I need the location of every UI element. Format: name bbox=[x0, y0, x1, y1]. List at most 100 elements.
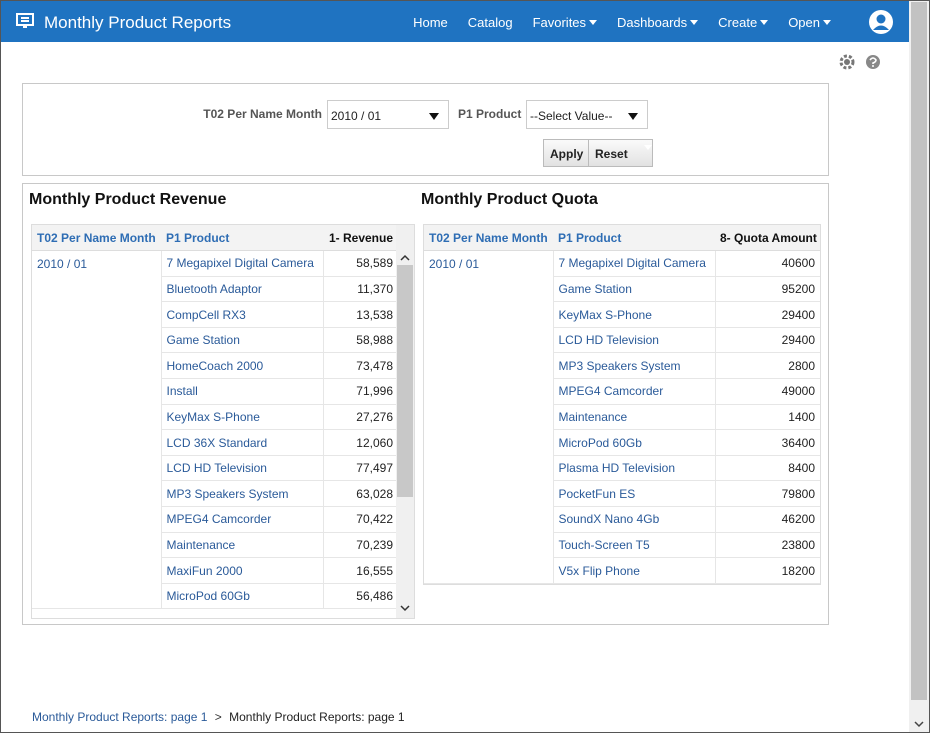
value-cell: 49000 bbox=[714, 378, 820, 405]
value-cell: 95200 bbox=[714, 276, 820, 303]
month-cell[interactable]: 2010 / 01 bbox=[424, 250, 553, 584]
month-cell[interactable]: 2010 / 01 bbox=[32, 250, 161, 610]
value-cell: 29400 bbox=[714, 301, 820, 328]
data-row: MicroPod 60Gb 56,486 bbox=[32, 583, 398, 610]
value-cell: 8400 bbox=[714, 455, 820, 482]
column-header[interactable]: P1 Product bbox=[553, 225, 715, 252]
header-row: T02 Per Name Month P1 Product 1- Revenue bbox=[32, 225, 398, 252]
product-cell[interactable]: V5x Flip Phone bbox=[552, 557, 715, 584]
product-cell[interactable]: MP3 Speakers System bbox=[160, 480, 323, 508]
product-cell[interactable]: Game Station bbox=[552, 276, 715, 303]
month-label: T02 Per Name Month bbox=[203, 107, 322, 121]
revenue-table: T02 Per Name Month P1 Product 1- Revenue 20… bbox=[32, 225, 398, 610]
value-cell: 36400 bbox=[714, 429, 820, 456]
breadcrumb-link[interactable]: Monthly Product Reports: page 1 bbox=[32, 710, 208, 724]
data-row: Install 71,996 bbox=[32, 378, 398, 405]
nav-item[interactable]: Dashboards bbox=[617, 15, 699, 30]
column-header[interactable]: 1- Revenue bbox=[323, 225, 398, 252]
data-row: Bluetooth Adaptor 11,370 bbox=[32, 276, 398, 303]
value-cell: 56,486 bbox=[322, 583, 398, 610]
page-tools[interactable] bbox=[838, 53, 882, 71]
reset-button[interactable]: Reset bbox=[588, 139, 653, 167]
data-row: MPEG4 Camcorder 70,422 bbox=[32, 506, 398, 533]
nav-item[interactable]: Open bbox=[788, 15, 831, 30]
nav-item[interactable]: Create bbox=[718, 15, 769, 30]
data-row: Touch-Screen T5 23800 bbox=[424, 532, 820, 559]
data-row: Maintenance 70,239 bbox=[32, 532, 398, 559]
product-cell[interactable]: Plasma HD Television bbox=[552, 455, 715, 482]
value-cell: 2800 bbox=[714, 352, 820, 380]
data-row: SoundX Nano 4Gb 46200 bbox=[424, 506, 820, 533]
product-cell[interactable]: MaxiFun 2000 bbox=[160, 557, 323, 584]
nav-item[interactable]: Home bbox=[413, 15, 448, 30]
value-cell: 1400 bbox=[714, 404, 820, 431]
data-row: Plasma HD Television 8400 bbox=[424, 455, 820, 482]
quota-table-view: T02 Per Name Month P1 Product 8- Quota Amo… bbox=[423, 224, 821, 585]
data-row: MPEG4 Camcorder 49000 bbox=[424, 378, 820, 405]
product-cell[interactable]: LCD HD Television bbox=[160, 455, 323, 482]
data-row: LCD HD Television 77,497 bbox=[32, 455, 398, 482]
data-row: MP3 Speakers System 2800 bbox=[424, 352, 820, 380]
product-cell[interactable]: MPEG4 Camcorder bbox=[552, 378, 715, 405]
value-cell: 23800 bbox=[714, 532, 820, 559]
data-row: LCD 36X Standard 12,060 bbox=[32, 429, 398, 456]
product-cell[interactable]: Game Station bbox=[160, 327, 323, 354]
product-cell[interactable]: SoundX Nano 4Gb bbox=[552, 506, 715, 533]
product-cell[interactable]: LCD HD Television bbox=[552, 327, 715, 354]
data-row: HomeCoach 2000 73,478 bbox=[32, 352, 398, 380]
product-cell[interactable]: CompCell RX3 bbox=[160, 301, 323, 328]
value-cell: 13,538 bbox=[322, 301, 398, 328]
product-cell[interactable]: MicroPod 60Gb bbox=[160, 583, 323, 610]
product-cell[interactable]: Touch-Screen T5 bbox=[552, 532, 715, 559]
product-cell[interactable]: Install bbox=[160, 378, 323, 405]
app-icon bbox=[16, 13, 34, 28]
column-header[interactable]: T02 Per Name Month bbox=[32, 225, 161, 252]
nav-item[interactable]: Catalog bbox=[467, 15, 513, 30]
page-scrollbar[interactable] bbox=[909, 1, 929, 732]
apply-button[interactable]: Apply bbox=[543, 139, 591, 167]
product-cell[interactable]: HomeCoach 2000 bbox=[160, 352, 323, 380]
product-select[interactable]: --Select Value-- bbox=[526, 100, 648, 129]
data-row: LCD HD Television 29400 bbox=[424, 327, 820, 354]
value-cell: 18200 bbox=[714, 557, 820, 584]
product-cell[interactable]: MP3 Speakers System bbox=[552, 352, 715, 380]
revenue-table-view: T02 Per Name Month P1 Product 1- Revenue 20… bbox=[31, 224, 415, 619]
value-cell: 40600 bbox=[714, 250, 820, 277]
data-row: KeyMax S-Phone 29400 bbox=[424, 301, 820, 328]
table-scrollbar[interactable] bbox=[396, 225, 414, 619]
nav-item[interactable]: Favorites bbox=[533, 15, 598, 30]
quota-title: Monthly Product Quota bbox=[421, 191, 598, 208]
value-cell: 58,988 bbox=[322, 327, 398, 354]
product-cell[interactable]: PocketFun ES bbox=[552, 480, 715, 508]
month-select[interactable]: 2010 / 01 bbox=[327, 100, 449, 129]
product-cell[interactable]: Maintenance bbox=[160, 532, 323, 559]
reset-text: Reset bbox=[595, 147, 628, 161]
product-cell[interactable]: 7 Megapixel Digital Camera bbox=[160, 250, 323, 277]
header-row: T02 Per Name Month P1 Product 8- Quota Amo… bbox=[424, 225, 820, 252]
product-cell[interactable]: KeyMax S-Phone bbox=[160, 404, 323, 431]
value-cell: 77,497 bbox=[322, 455, 398, 482]
product-cell[interactable]: 7 Megapixel Digital Camera bbox=[552, 250, 715, 277]
data-row: CompCell RX3 13,538 bbox=[32, 301, 398, 328]
product-cell[interactable]: Maintenance bbox=[552, 404, 715, 431]
column-header[interactable]: 8- Quota Amount bbox=[715, 225, 820, 252]
product-cell[interactable]: MicroPod 60Gb bbox=[552, 429, 715, 456]
product-cell[interactable]: KeyMax S-Phone bbox=[552, 301, 715, 328]
data-row: Game Station 58,988 bbox=[32, 327, 398, 354]
value-cell: 79800 bbox=[714, 480, 820, 508]
value-cell: 58,589 bbox=[322, 250, 398, 277]
product-cell[interactable]: Bluetooth Adaptor bbox=[160, 276, 323, 303]
value-cell: 70,239 bbox=[322, 532, 398, 559]
column-header[interactable]: P1 Product bbox=[161, 225, 323, 252]
data-row: 2010 / 01 7 Megapixel Digital Camera 40600 bbox=[424, 250, 820, 584]
column-header[interactable]: T02 Per Name Month bbox=[424, 225, 553, 252]
product-cell[interactable]: LCD 36X Standard bbox=[160, 429, 323, 456]
breadcrumb-current: Monthly Product Reports: page 1 bbox=[229, 710, 405, 724]
product-cell[interactable]: MPEG4 Camcorder bbox=[160, 506, 323, 533]
header-bar: Monthly Product Reports Home Catalog Favor… bbox=[1, 1, 909, 42]
data-row: Game Station 95200 bbox=[424, 276, 820, 303]
value-cell: 16,555 bbox=[322, 557, 398, 584]
user-avatar[interactable] bbox=[868, 9, 894, 35]
data-row: MaxiFun 2000 16,555 bbox=[32, 557, 398, 584]
data-row: MP3 Speakers System 63,028 bbox=[32, 480, 398, 508]
